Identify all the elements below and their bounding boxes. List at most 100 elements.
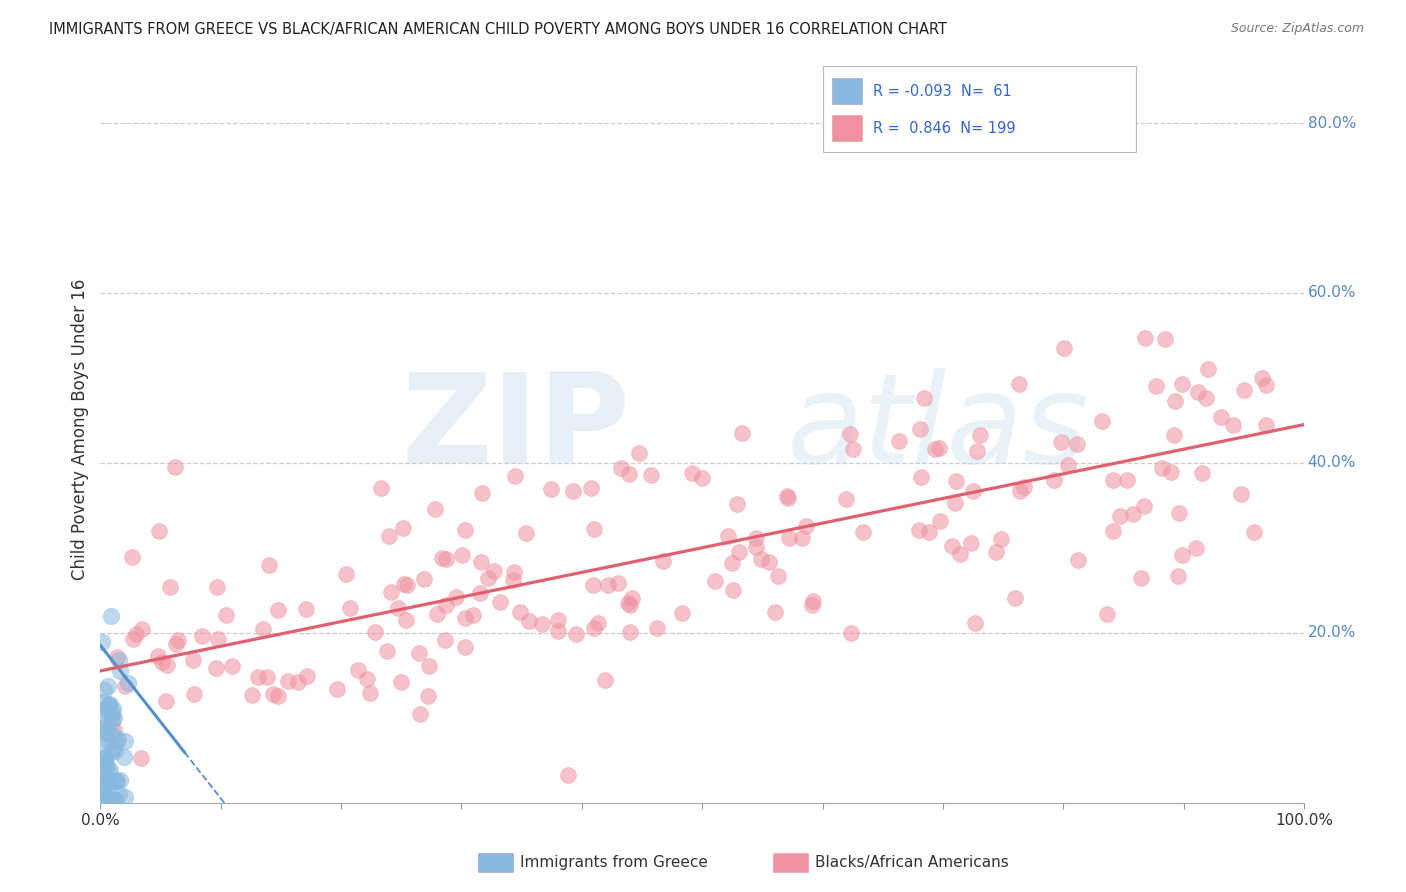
Point: [484, 565, 506, 579]
Point: [412, 573, 434, 587]
Point: [1102, 473, 1125, 487]
Point: [471, 486, 494, 500]
Text: 40.0%: 40.0%: [1308, 455, 1355, 470]
Point: [347, 664, 370, 678]
Point: [489, 595, 512, 609]
Point: [1164, 393, 1187, 408]
Text: atlas: atlas: [786, 368, 1088, 490]
Point: [444, 590, 467, 604]
Point: [503, 468, 526, 483]
Point: [640, 467, 662, 482]
Point: [240, 689, 263, 703]
Point: [945, 474, 967, 488]
Point: [105, 774, 128, 789]
Point: [941, 539, 963, 553]
Point: [266, 603, 288, 617]
Point: [375, 644, 398, 658]
Point: [690, 471, 713, 485]
Point: [90, 635, 112, 649]
Point: [108, 772, 131, 787]
Point: [93, 777, 115, 791]
Point: [183, 687, 205, 701]
Point: [910, 470, 932, 484]
Point: [97, 734, 120, 748]
Point: [887, 434, 910, 448]
Point: [101, 702, 124, 716]
Point: [104, 744, 127, 758]
Point: [256, 670, 278, 684]
Point: [725, 497, 748, 511]
Point: [776, 489, 799, 503]
Point: [943, 496, 966, 510]
Point: [98, 697, 121, 711]
Point: [103, 723, 125, 737]
Point: [796, 519, 818, 533]
Point: [356, 673, 378, 687]
Point: [165, 637, 187, 651]
Point: [593, 673, 616, 687]
Point: [364, 624, 387, 639]
Point: [609, 461, 631, 475]
Point: [990, 532, 1012, 546]
Point: [392, 521, 415, 535]
Point: [191, 629, 214, 643]
Point: [100, 706, 122, 720]
Point: [101, 745, 124, 759]
Point: [1133, 331, 1156, 345]
Point: [839, 626, 862, 640]
Point: [1042, 474, 1064, 488]
Point: [262, 687, 284, 701]
Point: [758, 555, 780, 569]
Point: [557, 767, 579, 781]
Point: [1132, 499, 1154, 513]
Point: [477, 571, 499, 585]
Point: [89, 768, 111, 782]
Point: [986, 545, 1008, 559]
Point: [540, 482, 562, 496]
Point: [1185, 541, 1208, 555]
Point: [433, 633, 456, 648]
Point: [547, 624, 569, 639]
Point: [966, 443, 988, 458]
Point: [745, 540, 768, 554]
Point: [619, 599, 641, 613]
Point: [380, 585, 402, 599]
Point: [749, 552, 772, 566]
Point: [1008, 376, 1031, 391]
Point: [912, 391, 935, 405]
Point: [395, 613, 418, 627]
Point: [1150, 460, 1173, 475]
Point: [105, 774, 128, 789]
Point: [101, 729, 124, 743]
Point: [93, 695, 115, 709]
Point: [1197, 361, 1219, 376]
Point: [463, 607, 485, 622]
FancyBboxPatch shape: [832, 115, 862, 141]
Point: [1222, 418, 1244, 433]
Point: [131, 623, 153, 637]
Point: [387, 600, 409, 615]
Point: [370, 481, 392, 495]
Point: [101, 741, 124, 756]
Point: [121, 549, 143, 564]
Point: [96, 791, 118, 805]
Point: [918, 524, 941, 539]
Point: [468, 585, 491, 599]
Point: [1095, 607, 1118, 621]
Text: 60.0%: 60.0%: [1308, 285, 1357, 301]
Point: [1187, 385, 1209, 400]
Point: [252, 622, 274, 636]
Point: [454, 640, 477, 654]
Point: [103, 792, 125, 806]
Point: [96, 792, 118, 806]
FancyBboxPatch shape: [832, 78, 862, 103]
Point: [619, 624, 641, 639]
Point: [703, 574, 725, 588]
Point: [430, 550, 453, 565]
Point: [617, 467, 640, 482]
Point: [125, 627, 148, 641]
Point: [907, 524, 929, 538]
Point: [148, 524, 170, 538]
Point: [1004, 591, 1026, 606]
Point: [509, 605, 531, 619]
